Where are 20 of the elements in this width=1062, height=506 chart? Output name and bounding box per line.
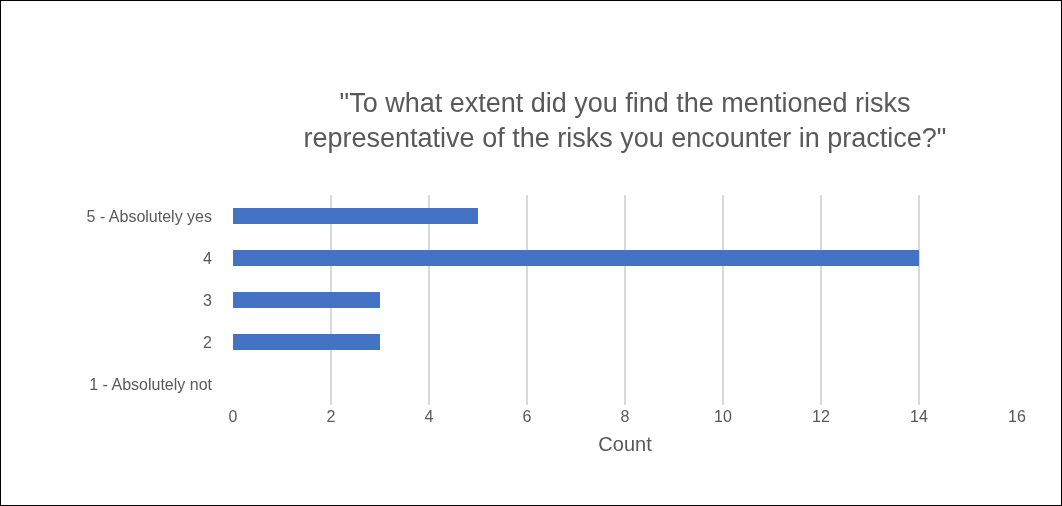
y-tick-label: 1 - Absolutely not: [89, 375, 213, 393]
bar: [233, 334, 380, 350]
x-tick-label: 4: [424, 408, 434, 425]
x-tick-label: 0: [228, 408, 238, 425]
x-tick-label: 12: [812, 408, 830, 425]
x-tick-label: 14: [910, 408, 928, 425]
bar: [233, 250, 919, 266]
chart-title: "To what extent did you find the mentioned risks representative of the risks you encounter in practice?": [303, 87, 947, 153]
bar: [233, 292, 380, 308]
x-tick-label: 10: [714, 408, 732, 425]
x-tick-label: 6: [522, 408, 532, 425]
x-tick-label: 8: [620, 408, 630, 425]
y-tick-label: 5 - Absolutely yes: [86, 207, 212, 225]
y-tick-label: 3: [203, 291, 213, 309]
x-axis-title: Count: [598, 432, 653, 455]
y-tick-label: 4: [203, 249, 213, 267]
bar: [233, 208, 478, 224]
x-tick-label: 16: [1008, 408, 1026, 425]
y-tick-label: 2: [203, 333, 213, 351]
x-tick-label: 2: [326, 408, 336, 425]
